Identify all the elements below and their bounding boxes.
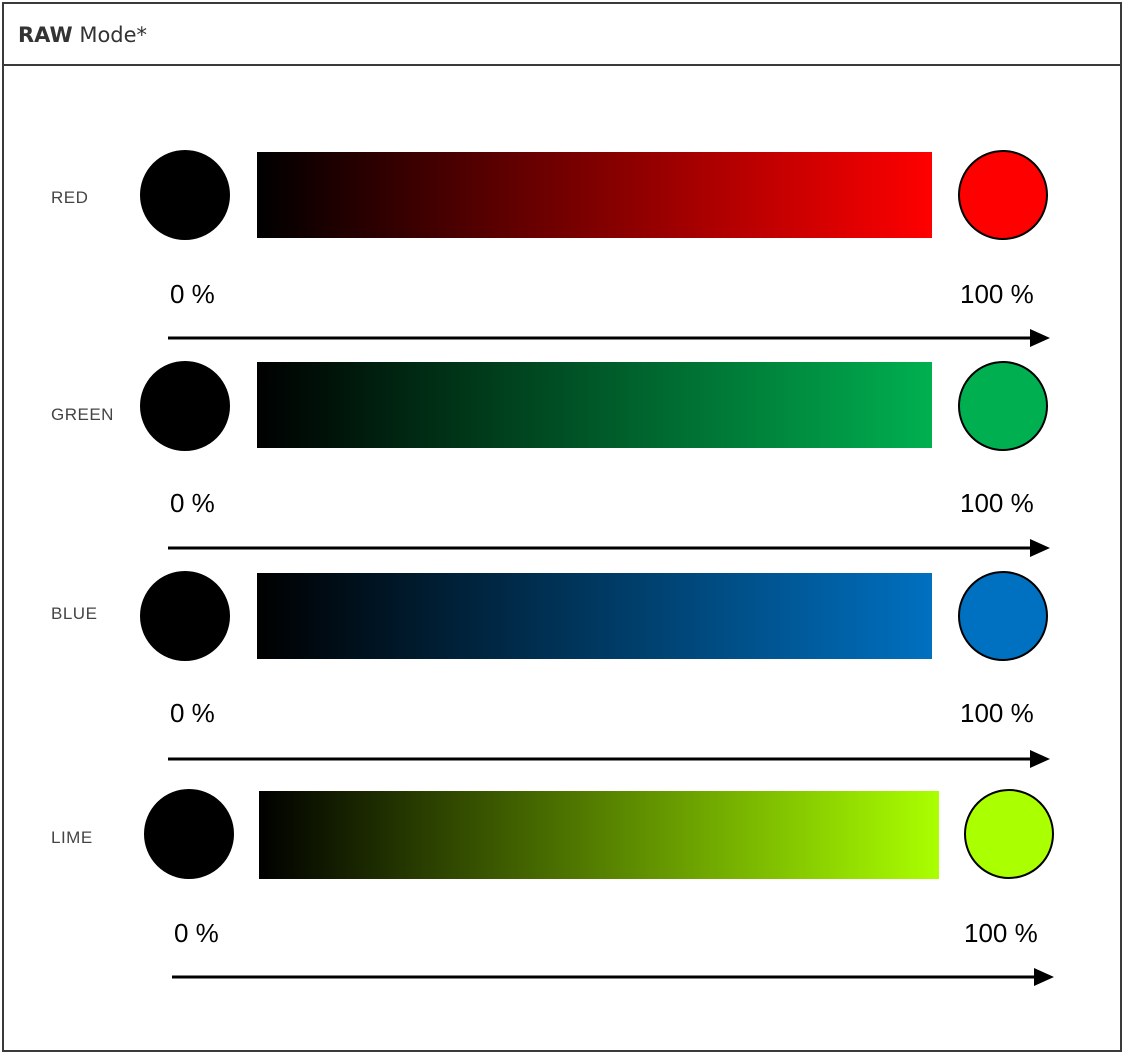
channel-row-blue: BLUE 0 % 100 %	[0, 0, 1126, 768]
channel-label: LIME	[51, 828, 93, 847]
direction-arrow	[172, 968, 1054, 986]
channel-label: GREEN	[51, 405, 114, 424]
end-percent-label: 100 %	[960, 279, 1034, 309]
direction-arrow	[168, 539, 1050, 557]
start-percent-label: 0 %	[170, 488, 215, 518]
panel-title: RAW Mode*	[18, 22, 147, 48]
title-suffix: Mode*	[72, 23, 148, 47]
channel-row-red: RED 0 % 100 %	[0, 0, 1126, 347]
channel-row-green: GREEN 0 % 100 %	[0, 0, 1126, 557]
end-percent-label: 100 %	[960, 698, 1034, 728]
start-color-circle	[140, 571, 230, 661]
direction-arrow	[168, 329, 1050, 347]
title-mode-name: RAW	[18, 23, 73, 47]
end-percent-label: 100 %	[964, 918, 1038, 948]
channel-label: BLUE	[51, 604, 98, 623]
end-color-circle	[964, 789, 1054, 879]
direction-arrow	[168, 750, 1050, 768]
start-percent-label: 0 %	[174, 918, 219, 948]
gradient-bar	[257, 573, 932, 659]
panel-header: RAW Mode*	[2, 2, 1122, 66]
channel-label: RED	[51, 188, 89, 207]
start-percent-label: 0 %	[170, 698, 215, 728]
end-percent-label: 100 %	[960, 488, 1034, 518]
gradient-bar	[257, 152, 932, 238]
gradient-bar	[257, 362, 932, 448]
channel-row-lime: LIME 0 % 100 %	[0, 0, 1126, 986]
gradient-bar	[259, 791, 939, 879]
start-color-circle	[144, 789, 234, 879]
start-color-circle	[140, 150, 230, 240]
end-color-circle	[958, 361, 1048, 451]
start-color-circle	[140, 361, 230, 451]
end-color-circle	[958, 571, 1048, 661]
end-color-circle	[958, 150, 1048, 240]
start-percent-label: 0 %	[170, 279, 215, 309]
